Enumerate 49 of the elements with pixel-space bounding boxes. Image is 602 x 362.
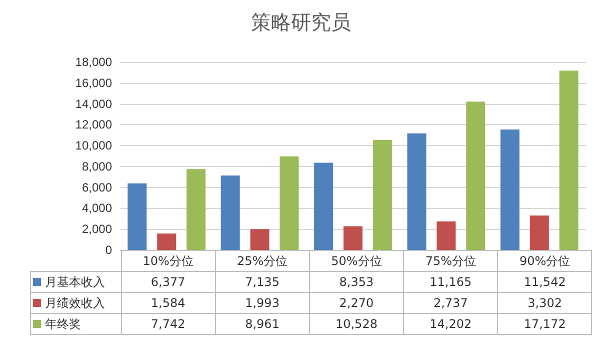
data-label: 7,135: [215, 272, 310, 292]
bar: [559, 70, 578, 250]
y-tick-label: 2,000: [82, 222, 112, 236]
data-label: 11,165: [404, 272, 498, 292]
x-tick-label: 50%分位: [309, 250, 404, 272]
bar: [500, 129, 520, 250]
data-label: 8,353: [309, 272, 404, 292]
chart-title: 策略研究员: [251, 12, 351, 34]
data-label: 6,377: [121, 272, 216, 292]
bar: [436, 221, 456, 250]
legend-label: 年终奖: [30, 314, 121, 334]
bar: [314, 162, 334, 250]
data-label: 1,993: [215, 292, 310, 314]
bar: [186, 169, 206, 250]
y-tick-label: 14,000: [75, 96, 112, 111]
data-label: 17,172: [498, 314, 592, 334]
bar: [530, 216, 549, 250]
y-tick-label: 10,000: [75, 138, 112, 153]
data-label: 1,584: [121, 292, 216, 314]
data-label: 10,528: [309, 314, 404, 334]
bar: [466, 102, 486, 250]
y-tick-label: 18,000: [75, 55, 112, 69]
x-tick-label: 75%分位: [404, 250, 498, 272]
data-label: 3,302: [498, 292, 592, 314]
y-tick-label: 12,000: [75, 118, 112, 132]
data-label: 2,737: [404, 292, 498, 314]
bar: [157, 233, 176, 250]
legend-label: 月基本收入: [30, 272, 121, 292]
bar: [220, 175, 240, 250]
y-tick-label: 6,000: [82, 180, 112, 194]
bar: [372, 140, 392, 250]
data-label: 11,542: [498, 272, 592, 292]
bar: [128, 183, 147, 250]
bar: [344, 226, 362, 250]
bar: [407, 133, 426, 250]
y-tick-label: 0: [105, 243, 112, 257]
x-tick-label: 10%分位: [121, 250, 216, 272]
data-label: 7,742: [121, 314, 216, 334]
bar: [280, 156, 299, 250]
data-label: 8,961: [215, 314, 310, 334]
data-label: 14,202: [404, 314, 498, 334]
x-tick-label: 25%分位: [215, 250, 310, 272]
y-tick-label: 8,000: [82, 159, 112, 174]
legend-label: 月绩效收入: [30, 292, 121, 314]
x-tick-label: 90%分位: [498, 250, 592, 272]
y-tick-label: 4,000: [82, 201, 112, 216]
data-label: 2,270: [309, 292, 404, 314]
bar: [250, 229, 270, 250]
y-tick-label: 16,000: [75, 76, 112, 90]
